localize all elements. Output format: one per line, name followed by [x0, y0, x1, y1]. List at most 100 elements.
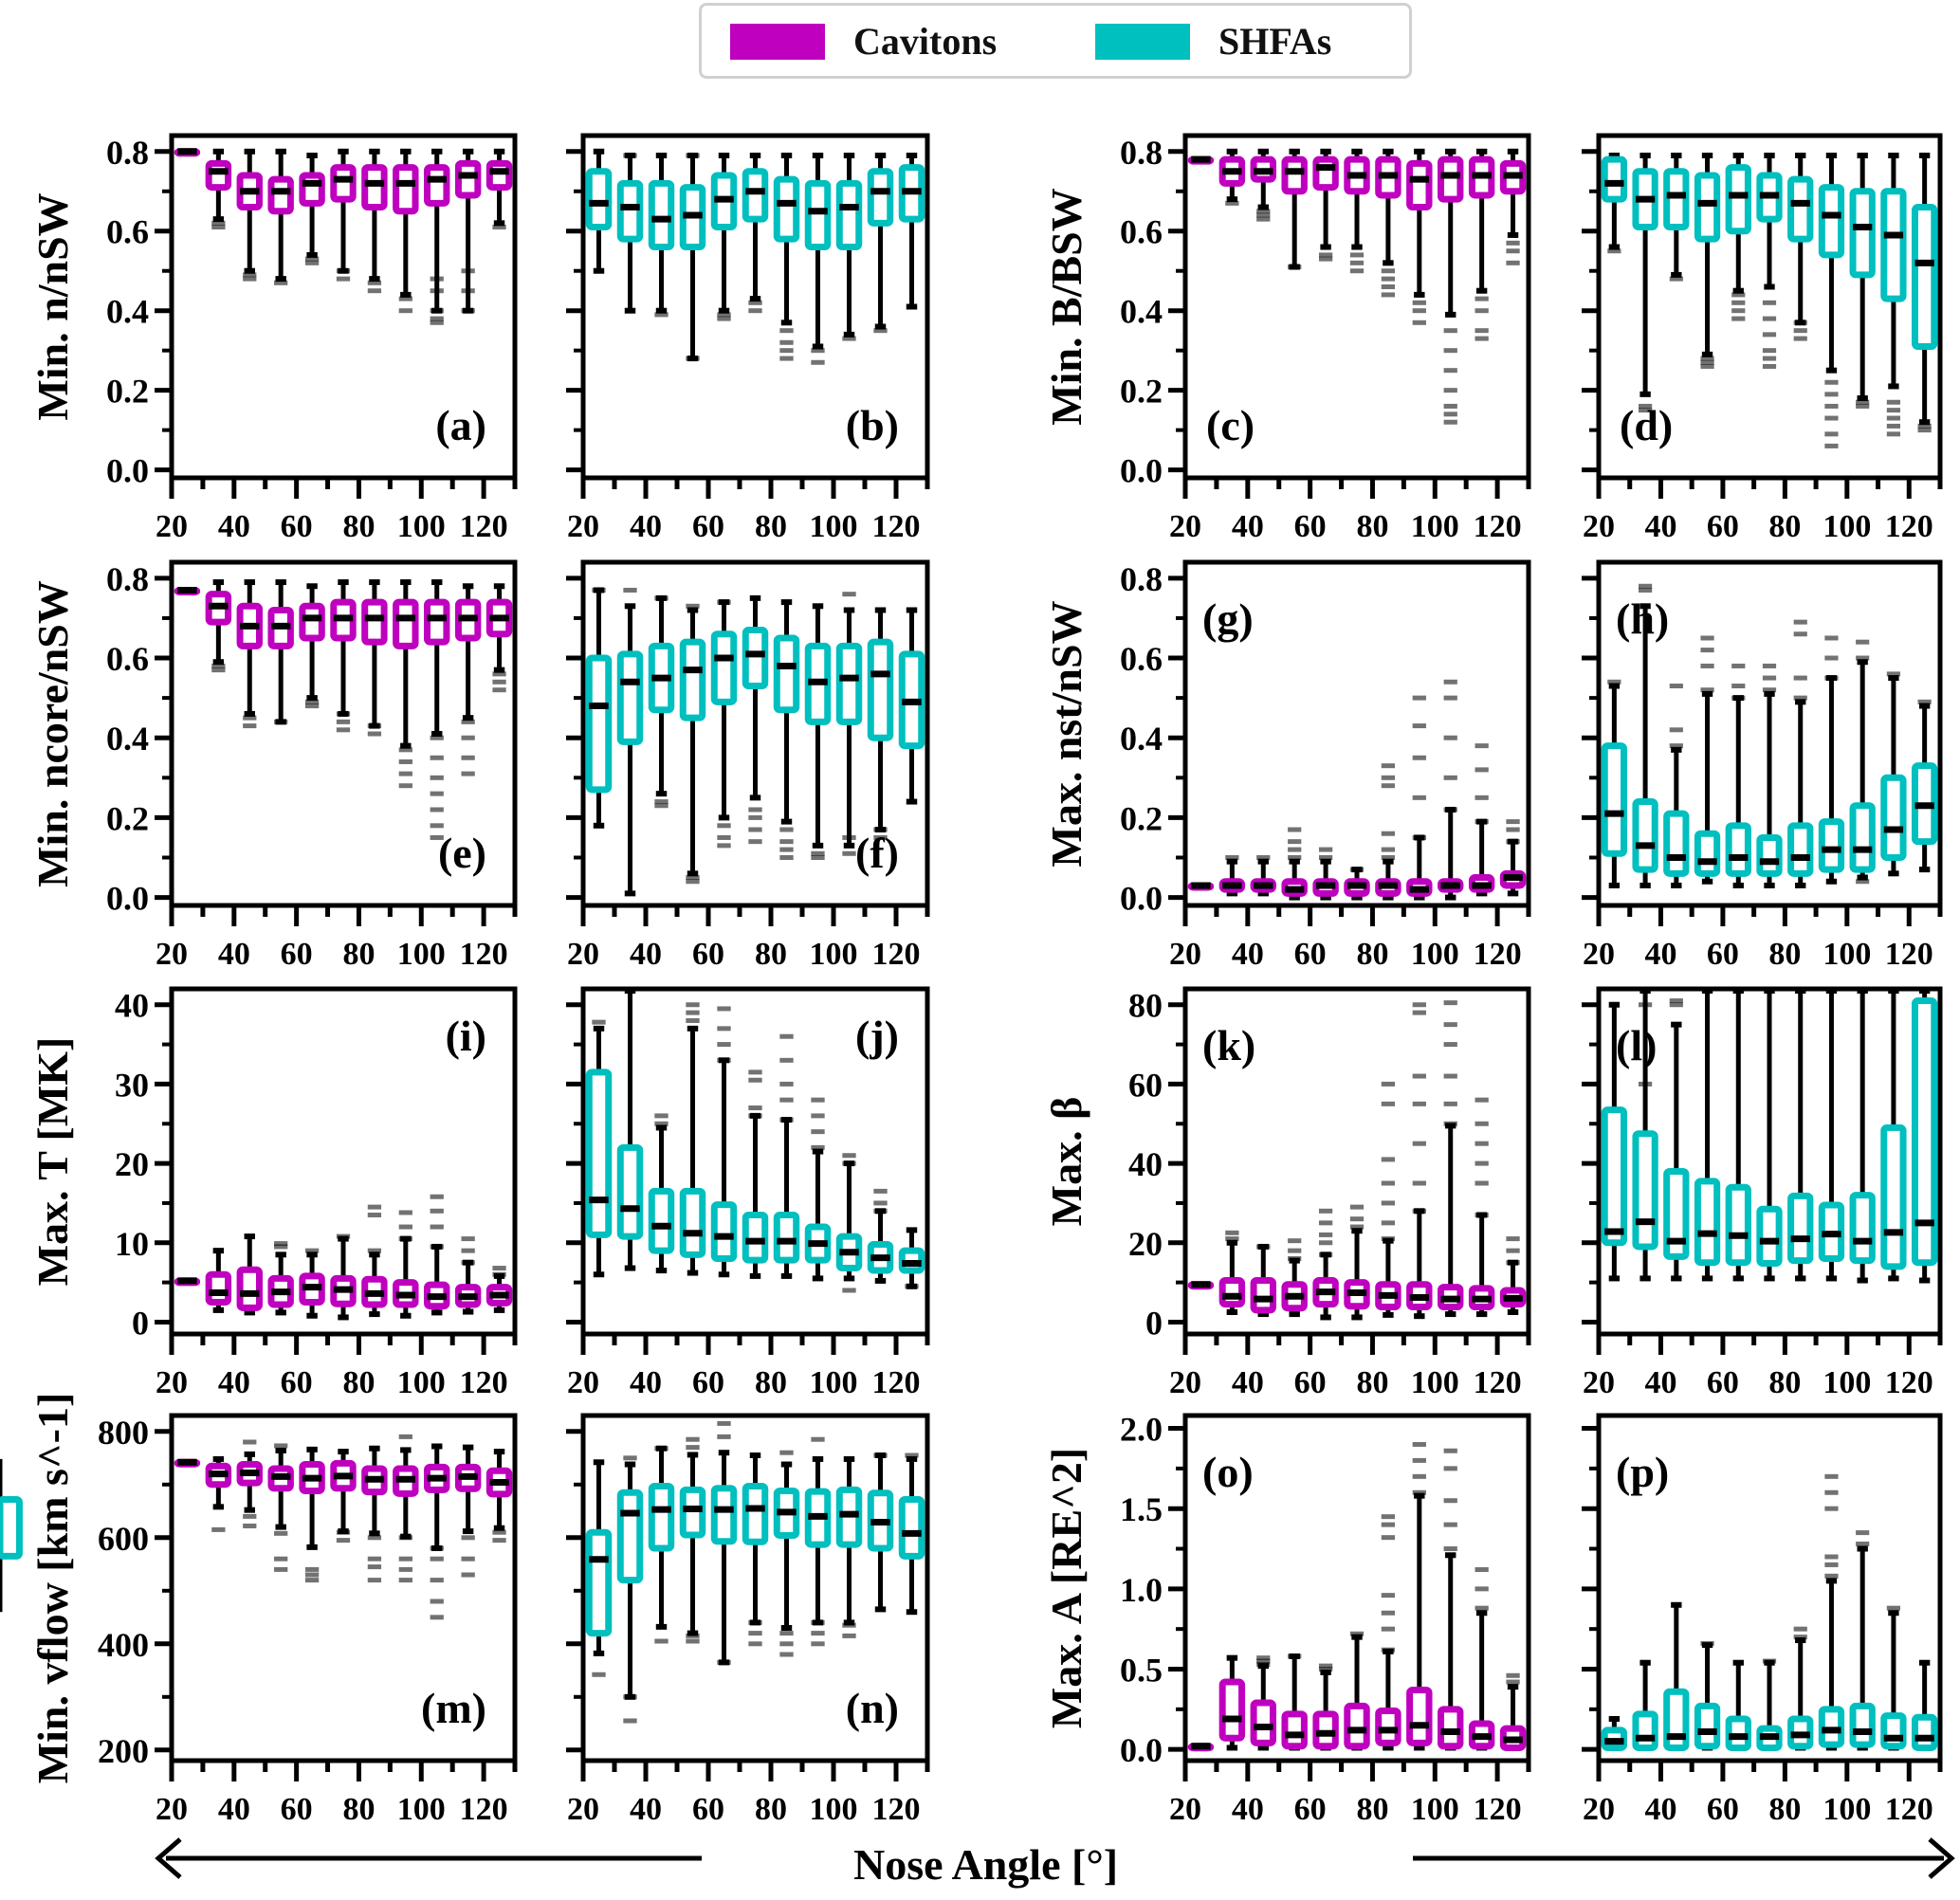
box-55 [1694, 988, 1721, 1282]
x-tick-label: 100 [397, 1365, 446, 1400]
box-75 [1344, 148, 1370, 274]
box-105 [424, 579, 450, 840]
x-tick-label: 80 [342, 1792, 375, 1827]
x-tick-label: 60 [692, 1365, 724, 1400]
x-tick-label: 40 [1644, 1365, 1676, 1400]
box-35 [1218, 854, 1246, 897]
iqr-box [393, 598, 419, 649]
x-tick-label: 20 [1169, 1365, 1201, 1400]
y-tick-label: 800 [98, 1414, 149, 1452]
box-55 [267, 148, 294, 285]
x-tick-label: 80 [755, 509, 787, 544]
nose-angle-arrows [155, 1837, 1955, 1879]
box-25 [1601, 1001, 1628, 1282]
x-tick-label: 120 [1474, 937, 1522, 972]
box-105 [1849, 152, 1876, 409]
iqr-box [648, 1187, 675, 1254]
iqr-box [585, 1069, 613, 1238]
panel-label: (e) [438, 829, 486, 877]
axes-frame [1182, 559, 1531, 908]
box-95 [1406, 1002, 1433, 1320]
x-tick-label: 60 [1294, 509, 1327, 544]
iqr-box [1663, 810, 1690, 877]
x-tick-label: 80 [755, 937, 787, 972]
x-tick-label: 120 [1885, 1792, 1933, 1827]
box-125 [1499, 1236, 1527, 1315]
iqr-box [1406, 159, 1433, 211]
cavitons-swatch [730, 23, 825, 60]
box-45 [1250, 854, 1276, 897]
y-tick-label: 400 [98, 1626, 149, 1664]
iqr-box [1911, 997, 1938, 1267]
box-65 [1312, 148, 1339, 262]
box-35 [1218, 1654, 1246, 1751]
box-25 [1601, 152, 1628, 254]
box-105 [835, 592, 863, 856]
iqr-box [1218, 1277, 1246, 1308]
y-tick-label: 0.2 [1120, 799, 1163, 837]
box-125 [485, 1266, 513, 1313]
box-85 [1375, 148, 1401, 298]
iqr-box [361, 164, 388, 211]
y-tick-label: 0.4 [1120, 293, 1163, 331]
x-tick-label: 40 [1644, 937, 1676, 972]
x-tick-label: 120 [1474, 1792, 1522, 1827]
iqr-box [1406, 1687, 1433, 1746]
box-45 [1250, 148, 1276, 222]
panel-l: 20 40 60 80 100 120 (l) [1582, 986, 1943, 1400]
y-tick-label: 0.2 [1120, 373, 1163, 411]
x-tick-label: 120 [460, 1792, 508, 1827]
panel-label: (i) [446, 1012, 486, 1060]
x-tick-label: 100 [397, 1792, 446, 1827]
x-tick-label: 120 [872, 937, 921, 972]
box-125 [485, 148, 513, 230]
y-tick-label: 1.5 [1120, 1490, 1163, 1528]
box-105 [1849, 639, 1876, 885]
box-85 [1375, 763, 1401, 901]
y-axis-label: Max. β [1042, 1097, 1090, 1227]
panel-label: (f) [855, 829, 899, 877]
x-tick-label: 100 [1411, 937, 1459, 972]
panel-c: 0.0 0.2 0.4 0.6 0.8 20 40 60 80 100 120 (c) Min. B/B… [1042, 133, 1531, 544]
x-tick-label: 120 [1474, 1365, 1522, 1400]
x-tick-label: 100 [810, 1792, 858, 1827]
panel-p: 20 40 60 80 100 120 (p) [1582, 1413, 1943, 1827]
panel-label: (d) [1620, 401, 1673, 449]
box-115 [867, 1452, 894, 1613]
x-tick-label: 60 [1707, 937, 1739, 972]
box-65 [1725, 152, 1751, 321]
box-85 [361, 148, 388, 294]
x-tick-label: 80 [1768, 1365, 1801, 1400]
x-tick-label: 120 [460, 1365, 508, 1400]
x-tick-label: 120 [872, 1792, 921, 1827]
iqr-box [1632, 1710, 1658, 1751]
box-105 [835, 1153, 863, 1293]
x-tick-label: 60 [1707, 509, 1739, 544]
axes-frame [169, 1413, 518, 1763]
x-tick-label: 80 [342, 1365, 375, 1400]
box-125 [1499, 819, 1527, 897]
iqr-box [1250, 1699, 1276, 1746]
iqr-box [710, 1201, 738, 1263]
box-75 [742, 1452, 769, 1647]
box-45 [1663, 683, 1690, 888]
y-tick-label: 0.8 [1120, 134, 1163, 172]
box-65 [299, 583, 325, 709]
iqr-box [361, 598, 388, 646]
box-35 [1632, 583, 1658, 888]
box-55 [1694, 152, 1721, 369]
box-95 [1818, 1473, 1845, 1751]
y-tick-label: 0.0 [1120, 1731, 1163, 1769]
box-105 [424, 1443, 450, 1620]
box-55 [679, 1002, 706, 1276]
x-tick-label: 20 [1169, 937, 1201, 972]
box-125 [1911, 988, 1938, 1284]
iqr-box [1880, 774, 1907, 861]
iqr-box [1849, 1192, 1876, 1265]
box-85 [361, 1445, 388, 1583]
box-115 [1468, 1567, 1495, 1751]
y-tick-label: 200 [98, 1732, 149, 1770]
iqr-box [1725, 1183, 1751, 1267]
box-65 [1312, 847, 1339, 901]
x-tick-label: 60 [1707, 1365, 1739, 1400]
